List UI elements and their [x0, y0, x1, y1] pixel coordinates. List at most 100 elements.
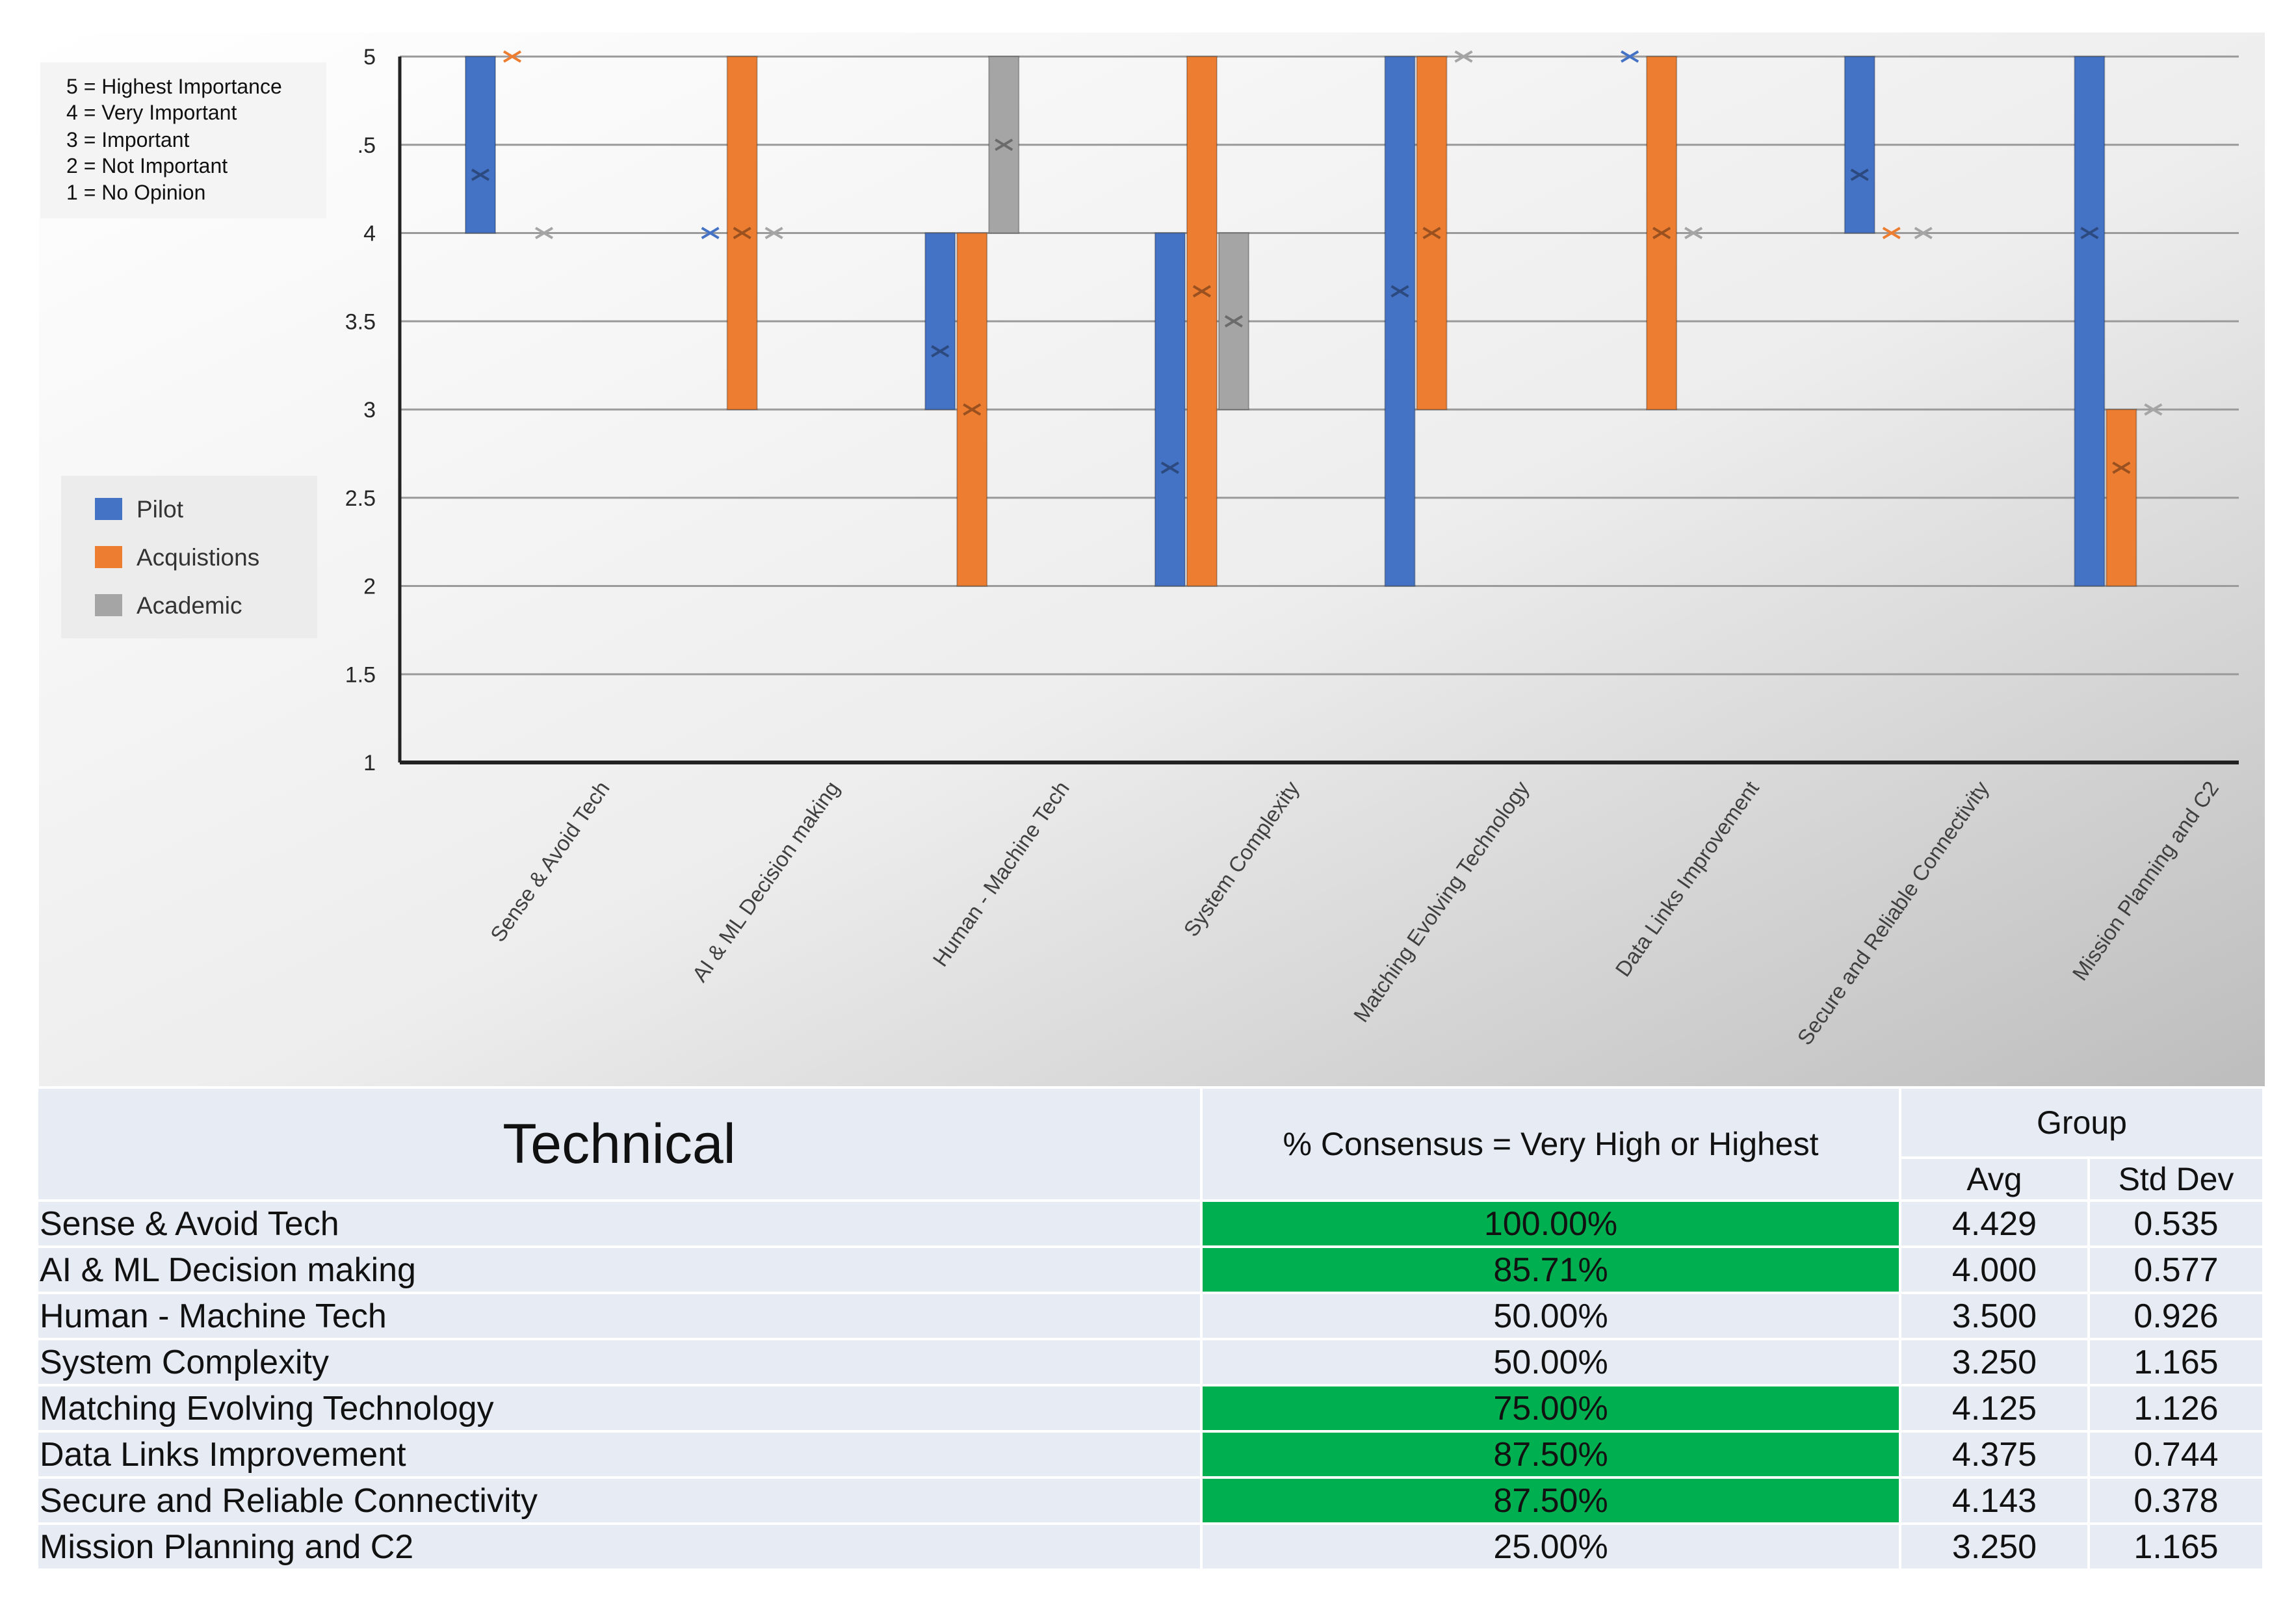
consensus-cell: 50.00%: [1200, 1292, 1901, 1340]
mean-marker-academic: [1224, 315, 1243, 328]
range-bar-acquistions: [2106, 409, 2137, 587]
chart-background: [39, 33, 2265, 1086]
y-tick-label: 4: [363, 222, 376, 246]
range-bar-pilot: [2074, 56, 2106, 587]
mean-marker-academic: [995, 138, 1013, 151]
std-cell: 1.165: [2087, 1338, 2265, 1386]
consensus-cell: 100.00%: [1200, 1199, 1901, 1248]
range-bar-pilot: [465, 56, 496, 234]
range-bar-pilot: [1844, 56, 1875, 234]
mean-marker-pilot: [1160, 462, 1179, 475]
legend-label-pilot: Pilot: [137, 496, 184, 523]
legend-swatch-academic: [95, 594, 122, 616]
mean-marker-acquistions: [1652, 226, 1671, 240]
y-tick-label: 5: [363, 45, 376, 70]
chart: 11.522.533.54.55 Sense & Avoid Tech AI & …: [39, 33, 2265, 1086]
y-tick-label: .5: [358, 133, 376, 158]
table-title: Technical: [36, 1086, 1203, 1202]
legend: Pilot Acquistions Academic: [61, 476, 317, 638]
consensus-cell: 87.50%: [1200, 1476, 1901, 1525]
std-cell: 0.926: [2087, 1292, 2265, 1340]
mean-marker-pilot: [2080, 226, 2099, 240]
consensus-cell: 25.00%: [1200, 1522, 1901, 1571]
std-cell: 0.378: [2087, 1476, 2265, 1525]
mean-marker-academic: [2144, 403, 2163, 416]
row-name-cell: Mission Planning and C2: [36, 1522, 1203, 1571]
legend-swatch-pilot: [95, 498, 122, 520]
std-cell: 0.535: [2087, 1199, 2265, 1248]
scale-note-line: 1 = No Opinion: [66, 181, 205, 204]
range-bar-pilot: [1154, 232, 1186, 587]
mean-marker-pilot: [1850, 168, 1869, 181]
avg-cell: 4.375: [1899, 1430, 2090, 1479]
mean-marker-pilot: [471, 168, 490, 181]
table-row: AI & ML Decision making 85.71% 4.000 0.577: [36, 1245, 2265, 1294]
scale-note-line: 4 = Very Important: [66, 101, 237, 124]
y-tick-label: 1: [363, 751, 376, 775]
range-bar-acquistions: [1186, 56, 1218, 587]
range-bar-acquistions: [1416, 56, 1448, 410]
table-row: Sense & Avoid Tech 100.00% 4.429 0.535: [36, 1199, 2265, 1248]
table-row: Secure and Reliable Connectivity 87.50% 4.…: [36, 1476, 2265, 1525]
y-tick-label: 3.5: [345, 309, 376, 334]
group-header: Group: [1899, 1086, 2265, 1159]
mean-marker-acquistions: [1192, 285, 1211, 298]
table-row: Mission Planning and C2 25.00% 3.250 1.165: [36, 1522, 2265, 1571]
avg-cell: 4.000: [1899, 1245, 2090, 1294]
table-row: Data Links Improvement 87.50% 4.375 0.744: [36, 1430, 2265, 1479]
mean-marker-acquistions: [733, 226, 751, 240]
row-name-cell: AI & ML Decision making: [36, 1245, 1203, 1294]
legend-label-academic: Academic: [137, 592, 242, 619]
row-name-cell: Data Links Improvement: [36, 1430, 1203, 1479]
consensus-cell: 50.00%: [1200, 1338, 1901, 1386]
mean-marker-pilot: [931, 345, 950, 358]
row-name-cell: Human - Machine Tech: [36, 1292, 1203, 1340]
mean-marker-academic: [534, 226, 554, 240]
avg-cell: 3.250: [1899, 1522, 2090, 1571]
scale-note-line: 5 = Highest Importance: [66, 75, 282, 98]
range-bar-acquistions: [726, 56, 758, 410]
std-cell: 1.126: [2087, 1384, 2265, 1433]
avg-cell: 4.429: [1899, 1199, 2090, 1248]
table-row: Matching Evolving Technology 75.00% 4.125 1…: [36, 1384, 2265, 1433]
row-name-cell: System Complexity: [36, 1338, 1203, 1386]
row-name-cell: Secure and Reliable Connectivity: [36, 1476, 1203, 1525]
range-bar-acquistions: [956, 232, 988, 587]
avg-cell: 3.250: [1899, 1338, 2090, 1386]
mean-marker-pilot: [1621, 50, 1639, 63]
mean-marker-acquistions: [502, 50, 522, 63]
mean-marker-academic: [764, 226, 783, 240]
mean-marker-pilot: [1390, 285, 1409, 298]
mean-marker-acquistions: [1422, 226, 1441, 240]
table-row: Human - Machine Tech 50.00% 3.500 0.926: [36, 1292, 2265, 1340]
avg-header: Avg: [1899, 1156, 2090, 1202]
scale-note-line: 2 = Not Important: [66, 154, 228, 177]
mean-marker-pilot: [701, 226, 720, 240]
y-tick-label: 3: [363, 398, 376, 423]
scale-note-line: 3 = Important: [66, 128, 190, 151]
mean-marker-academic: [1454, 50, 1473, 63]
range-bar-pilot: [924, 232, 956, 410]
avg-cell: 4.143: [1899, 1476, 2090, 1525]
mean-marker-acquistions: [2112, 462, 2131, 475]
std-cell: 1.165: [2087, 1522, 2265, 1571]
consensus-cell: 87.50%: [1200, 1430, 1901, 1479]
std-header: Std Dev: [2087, 1156, 2265, 1202]
consensus-header: % Consensus = Very High or Highest: [1200, 1086, 1901, 1202]
mean-marker-academic: [1684, 226, 1703, 240]
mean-marker-academic: [1914, 226, 1933, 240]
range-bar-acquistions: [1646, 56, 1678, 410]
range-bar-pilot: [1384, 56, 1416, 587]
scale-note-box: [40, 62, 326, 218]
y-tick-label: 2: [363, 575, 376, 599]
legend-swatch-acquistions: [95, 546, 122, 568]
range-bar-academic: [988, 56, 1020, 234]
scale-note: 5 = Highest Importance 4 = Very Importan…: [40, 62, 326, 218]
y-tick-label: 1.5: [345, 662, 376, 687]
std-cell: 0.577: [2087, 1245, 2265, 1294]
mean-marker-acquistions: [1882, 226, 1901, 240]
mean-marker-acquistions: [963, 403, 982, 416]
avg-cell: 4.125: [1899, 1384, 2090, 1433]
y-tick-label: 2.5: [345, 486, 376, 511]
consensus-cell: 75.00%: [1200, 1384, 1901, 1433]
